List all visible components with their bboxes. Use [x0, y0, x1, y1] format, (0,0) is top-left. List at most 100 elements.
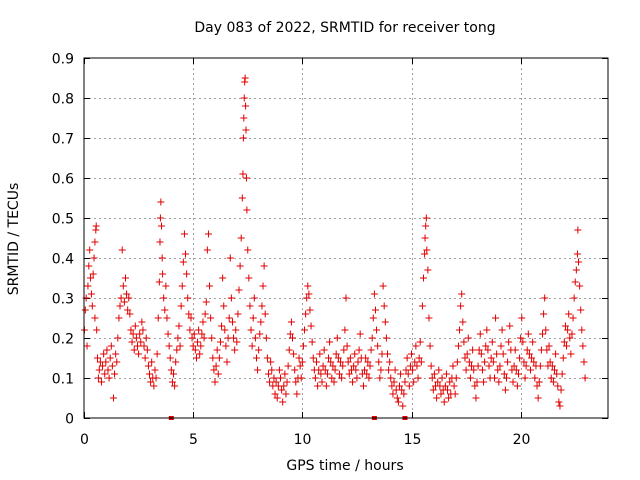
data-point — [242, 126, 250, 134]
data-point — [178, 282, 186, 290]
data-point — [233, 338, 241, 346]
data-point — [559, 354, 567, 362]
data-point — [118, 246, 126, 254]
data-point — [496, 362, 504, 370]
data-point — [549, 378, 557, 386]
data-point — [398, 386, 406, 394]
data-point — [264, 370, 272, 378]
data-point — [575, 258, 583, 266]
data-point — [282, 390, 290, 398]
data-point — [103, 346, 111, 354]
data-point — [259, 282, 267, 290]
data-point — [295, 354, 303, 362]
data-point — [185, 310, 193, 318]
data-point — [158, 254, 166, 262]
data-point — [108, 362, 116, 370]
data-point — [335, 370, 343, 378]
data-point — [415, 354, 423, 362]
data-point — [331, 366, 339, 374]
data-point — [574, 226, 582, 234]
data-point — [536, 362, 544, 370]
data-point — [356, 330, 364, 338]
data-point — [258, 302, 266, 310]
data-point — [303, 294, 311, 302]
data-point — [556, 402, 564, 410]
data-point — [482, 342, 490, 350]
data-point — [91, 238, 99, 246]
data-point — [252, 354, 260, 362]
data-point — [161, 306, 169, 314]
data-point — [177, 302, 185, 310]
data-point — [420, 274, 428, 282]
data-point — [202, 298, 210, 306]
data-point — [172, 358, 180, 366]
data-point — [179, 258, 187, 266]
data-point — [301, 326, 309, 334]
data-point — [445, 394, 453, 402]
data-point — [292, 378, 300, 386]
data-point — [499, 350, 507, 358]
data-point — [417, 358, 425, 366]
x-tick-label: 15 — [404, 432, 422, 448]
data-point — [435, 366, 443, 374]
data-point — [247, 326, 255, 334]
y-tick-label: 0.3 — [52, 292, 74, 308]
data-point — [208, 334, 216, 342]
data-point — [228, 318, 236, 326]
data-point — [127, 326, 135, 334]
data-point — [102, 358, 110, 366]
data-point — [313, 358, 321, 366]
data-point — [277, 374, 284, 382]
data-point — [504, 358, 512, 366]
y-tick-label: 0.2 — [52, 332, 74, 348]
data-point — [501, 386, 509, 394]
data-point — [388, 382, 396, 390]
data-point — [462, 366, 470, 374]
data-point — [333, 334, 341, 342]
data-point — [521, 374, 529, 382]
data-point — [326, 338, 334, 346]
data-point — [424, 266, 432, 274]
data-point — [540, 310, 548, 318]
data-point — [234, 310, 242, 318]
data-point — [581, 374, 589, 382]
data-point — [317, 370, 325, 378]
data-point — [254, 366, 262, 374]
data-point — [495, 378, 503, 386]
data-point — [308, 338, 316, 346]
data-point — [338, 374, 346, 382]
data-point — [200, 334, 208, 342]
data-point — [262, 334, 270, 342]
data-point — [361, 366, 369, 374]
data-point — [242, 174, 250, 182]
data-point — [457, 302, 465, 310]
data-point — [367, 346, 375, 354]
x-tick-label: 20 — [513, 432, 531, 448]
data-point — [167, 366, 175, 374]
data-point — [187, 314, 195, 322]
data-point — [283, 378, 291, 386]
data-point — [297, 374, 305, 382]
data-point — [100, 350, 108, 358]
data-point — [230, 334, 238, 342]
data-point — [362, 354, 370, 362]
data-point — [318, 378, 326, 386]
data-point — [94, 374, 102, 382]
data-point — [341, 326, 349, 334]
data-point — [381, 318, 389, 326]
data-point — [197, 342, 205, 350]
data-point — [106, 354, 114, 362]
data-point — [309, 354, 317, 362]
data-point — [116, 302, 124, 310]
data-point — [490, 374, 498, 382]
data-point — [285, 346, 293, 354]
data-point — [155, 278, 163, 286]
data-point — [133, 342, 141, 350]
data-point — [343, 342, 351, 350]
data-point — [579, 342, 587, 350]
data-point — [135, 350, 143, 358]
data-point — [311, 374, 319, 382]
data-point — [168, 378, 176, 386]
data-point — [281, 370, 289, 378]
data-point — [201, 310, 209, 318]
